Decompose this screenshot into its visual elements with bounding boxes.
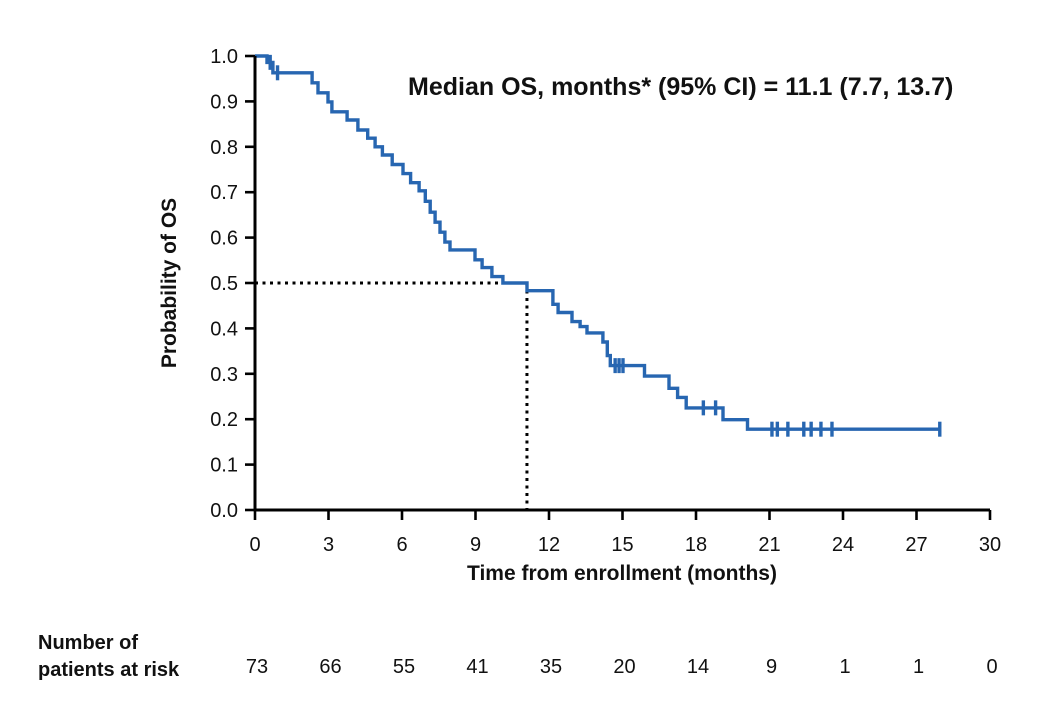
x-axis-ticks: 0 3 6 9 12 15 18 21 24 27 30 [249,510,1001,556]
y-tick-label: 0.1 [210,455,238,477]
y-tick-label: 0.4 [210,318,238,340]
risk-table-label-line1: Number of [38,632,138,654]
axis-lines [253,56,990,512]
risk-table-values: 73 66 55 41 35 20 14 9 1 1 0 [246,656,998,678]
risk-value: 20 [613,656,635,678]
x-tick-label: 24 [832,534,854,556]
y-tick-label: 0.3 [210,364,238,386]
y-tick-label: 0.7 [210,182,238,204]
risk-value: 14 [687,656,709,678]
risk-value: 0 [986,656,997,678]
y-tick-label: 0.0 [210,500,238,522]
risk-value: 1 [839,656,850,678]
risk-value: 55 [393,656,415,678]
y-tick-label: 0.8 [210,137,238,159]
y-axis-ticks: 0.0 0.1 0.2 0.3 0.4 0.5 0.6 0.7 0.8 0.9 1.0 [210,46,255,522]
censor-marks [268,54,942,437]
risk-value: 9 [766,656,777,678]
x-tick-label: 3 [323,534,334,556]
x-tick-label: 30 [979,534,1001,556]
y-tick-label: 0.9 [210,91,238,113]
x-tick-label: 12 [538,534,560,556]
x-tick-label: 27 [905,534,927,556]
km-step-path [255,54,941,431]
x-tick-label: 9 [470,534,481,556]
median-os-annotation: Median OS, months* (95% CI) = 11.1 (7.7,… [408,73,953,101]
median-reference-lines [255,281,529,510]
x-tick-label: 0 [249,534,260,556]
risk-table-label-line2: patients at risk [38,659,180,681]
x-axis-title: Time from enrollment (months) [467,562,777,585]
y-tick-label: 1.0 [210,46,238,68]
x-tick-label: 15 [611,534,633,556]
y-tick-label: 0.2 [210,409,238,431]
risk-value: 1 [913,656,924,678]
km-curve [255,54,941,431]
risk-value: 35 [540,656,562,678]
y-axis-title: Probability of OS [158,198,181,368]
y-tick-label: 0.5 [210,273,238,295]
x-tick-label: 18 [685,534,707,556]
risk-value: 73 [246,656,268,678]
x-tick-label: 6 [396,534,407,556]
x-tick-label: 21 [758,534,780,556]
y-tick-label: 0.6 [210,228,238,250]
axes [253,56,990,512]
risk-value: 66 [319,656,341,678]
risk-value: 41 [466,656,488,678]
